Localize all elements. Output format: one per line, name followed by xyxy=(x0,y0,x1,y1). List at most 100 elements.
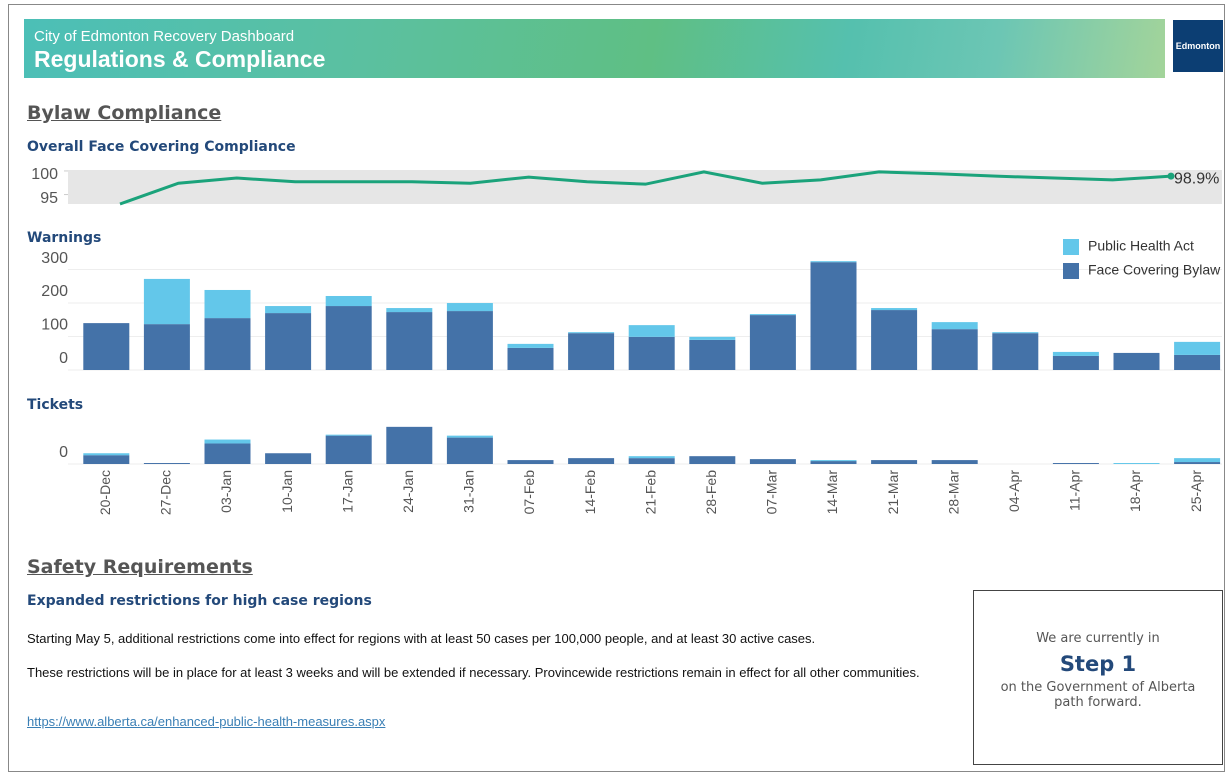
bar xyxy=(1052,463,1099,464)
bar xyxy=(143,324,190,370)
bar xyxy=(1174,458,1221,463)
bar xyxy=(628,458,675,464)
y-tick-label: 100 xyxy=(41,317,68,334)
bar xyxy=(931,329,978,370)
y-tick-label: 95 xyxy=(40,190,58,207)
banner-title: Regulations & Compliance xyxy=(34,46,326,72)
bar xyxy=(83,453,130,456)
bar xyxy=(386,312,433,370)
bar xyxy=(507,347,554,370)
bar xyxy=(628,336,675,370)
x-tick-label: 28-Feb xyxy=(703,470,719,515)
bar xyxy=(1113,463,1160,464)
bar xyxy=(204,318,251,370)
y-tick-label: 300 xyxy=(41,250,68,267)
x-tick-label: 20-Dec xyxy=(97,470,113,515)
bar xyxy=(265,313,312,370)
bar xyxy=(507,460,554,464)
bar xyxy=(1174,341,1221,355)
bar xyxy=(931,322,978,330)
x-tick-label: 07-Feb xyxy=(521,470,537,515)
bar xyxy=(810,261,857,263)
link[interactable]: https://www.alberta.ca/enhanced-public-h… xyxy=(27,714,386,729)
bar xyxy=(749,459,796,464)
x-tick-label: 28-Mar xyxy=(945,470,961,515)
bar xyxy=(871,460,918,464)
x-tick-label: 04-Apr xyxy=(1006,470,1022,512)
bar xyxy=(568,333,615,370)
bar xyxy=(749,314,796,316)
bar xyxy=(143,278,190,325)
end-point xyxy=(1167,172,1175,180)
bar xyxy=(265,306,312,314)
x-tick-label: 14-Feb xyxy=(582,470,598,515)
bar xyxy=(325,295,372,307)
step-post: on the Government of Alberta path forwar… xyxy=(1000,680,1196,710)
bar xyxy=(507,343,554,348)
legend-swatch xyxy=(1063,239,1079,255)
x-tick-label: 07-Mar xyxy=(764,470,780,515)
bar xyxy=(931,460,978,464)
bar xyxy=(386,308,433,313)
x-tick-label: 27-Dec xyxy=(158,470,174,515)
banner xyxy=(24,19,1165,78)
bar xyxy=(1174,354,1221,370)
bar xyxy=(810,461,857,464)
bar xyxy=(204,439,251,444)
bar xyxy=(386,426,433,464)
bar xyxy=(689,336,736,340)
bar xyxy=(83,323,130,370)
x-tick-label: 24-Jan xyxy=(400,470,416,513)
section-heading: Bylaw Compliance xyxy=(27,102,222,124)
step-value: Step 1 xyxy=(1059,652,1137,676)
step-box: We are currently in Step 1 on the Govern… xyxy=(973,590,1223,765)
bar xyxy=(628,325,675,337)
bar xyxy=(1113,352,1160,370)
bar xyxy=(143,463,190,464)
paragraph: These restrictions will be in place for … xyxy=(27,665,920,680)
subheading: Expanded restrictions for high case regi… xyxy=(27,593,372,609)
bar xyxy=(992,333,1039,370)
logo: Edmonton xyxy=(1173,20,1223,72)
bar xyxy=(810,262,857,370)
x-tick-label: 18-Apr xyxy=(1127,470,1143,512)
bar xyxy=(689,339,736,370)
data-label: 98.9% xyxy=(1174,170,1219,187)
paragraph: Starting May 5, additional restrictions … xyxy=(27,631,816,646)
chart-title: Overall Face Covering Compliance xyxy=(27,139,296,155)
bar xyxy=(204,443,251,464)
bar xyxy=(325,306,372,370)
step-pre: We are currently in xyxy=(1036,631,1160,646)
chart-title: Warnings xyxy=(27,230,102,246)
compliance-line xyxy=(119,170,1172,206)
bar xyxy=(1052,351,1099,356)
bar xyxy=(749,315,796,370)
y-tick-label: 0 xyxy=(59,444,68,461)
bar xyxy=(871,308,918,311)
chart-title: Tickets xyxy=(27,397,84,413)
x-tick-label: 10-Jan xyxy=(279,470,295,513)
bar xyxy=(568,458,615,464)
bar xyxy=(446,303,493,312)
x-tick-label: 03-Jan xyxy=(218,470,234,513)
bar xyxy=(992,332,1039,334)
x-tick-label: 14-Mar xyxy=(824,470,840,515)
x-tick-label: 21-Feb xyxy=(642,470,658,515)
x-tick-label: 17-Jan xyxy=(339,470,355,513)
bar xyxy=(446,311,493,370)
y-tick-label: 100 xyxy=(31,166,58,183)
bar xyxy=(628,456,675,459)
bar xyxy=(265,453,312,464)
legend-label: Public Health Act xyxy=(1088,238,1194,254)
legend-swatch xyxy=(1063,263,1079,279)
bar xyxy=(1052,355,1099,370)
bar xyxy=(568,332,615,334)
banner-subtitle: City of Edmonton Recovery Dashboard xyxy=(34,28,295,45)
bar xyxy=(325,434,372,436)
bar xyxy=(446,437,493,464)
frame xyxy=(8,4,1225,772)
section-heading: Safety Requirements xyxy=(27,556,253,578)
x-tick-label: 31-Jan xyxy=(461,470,477,513)
